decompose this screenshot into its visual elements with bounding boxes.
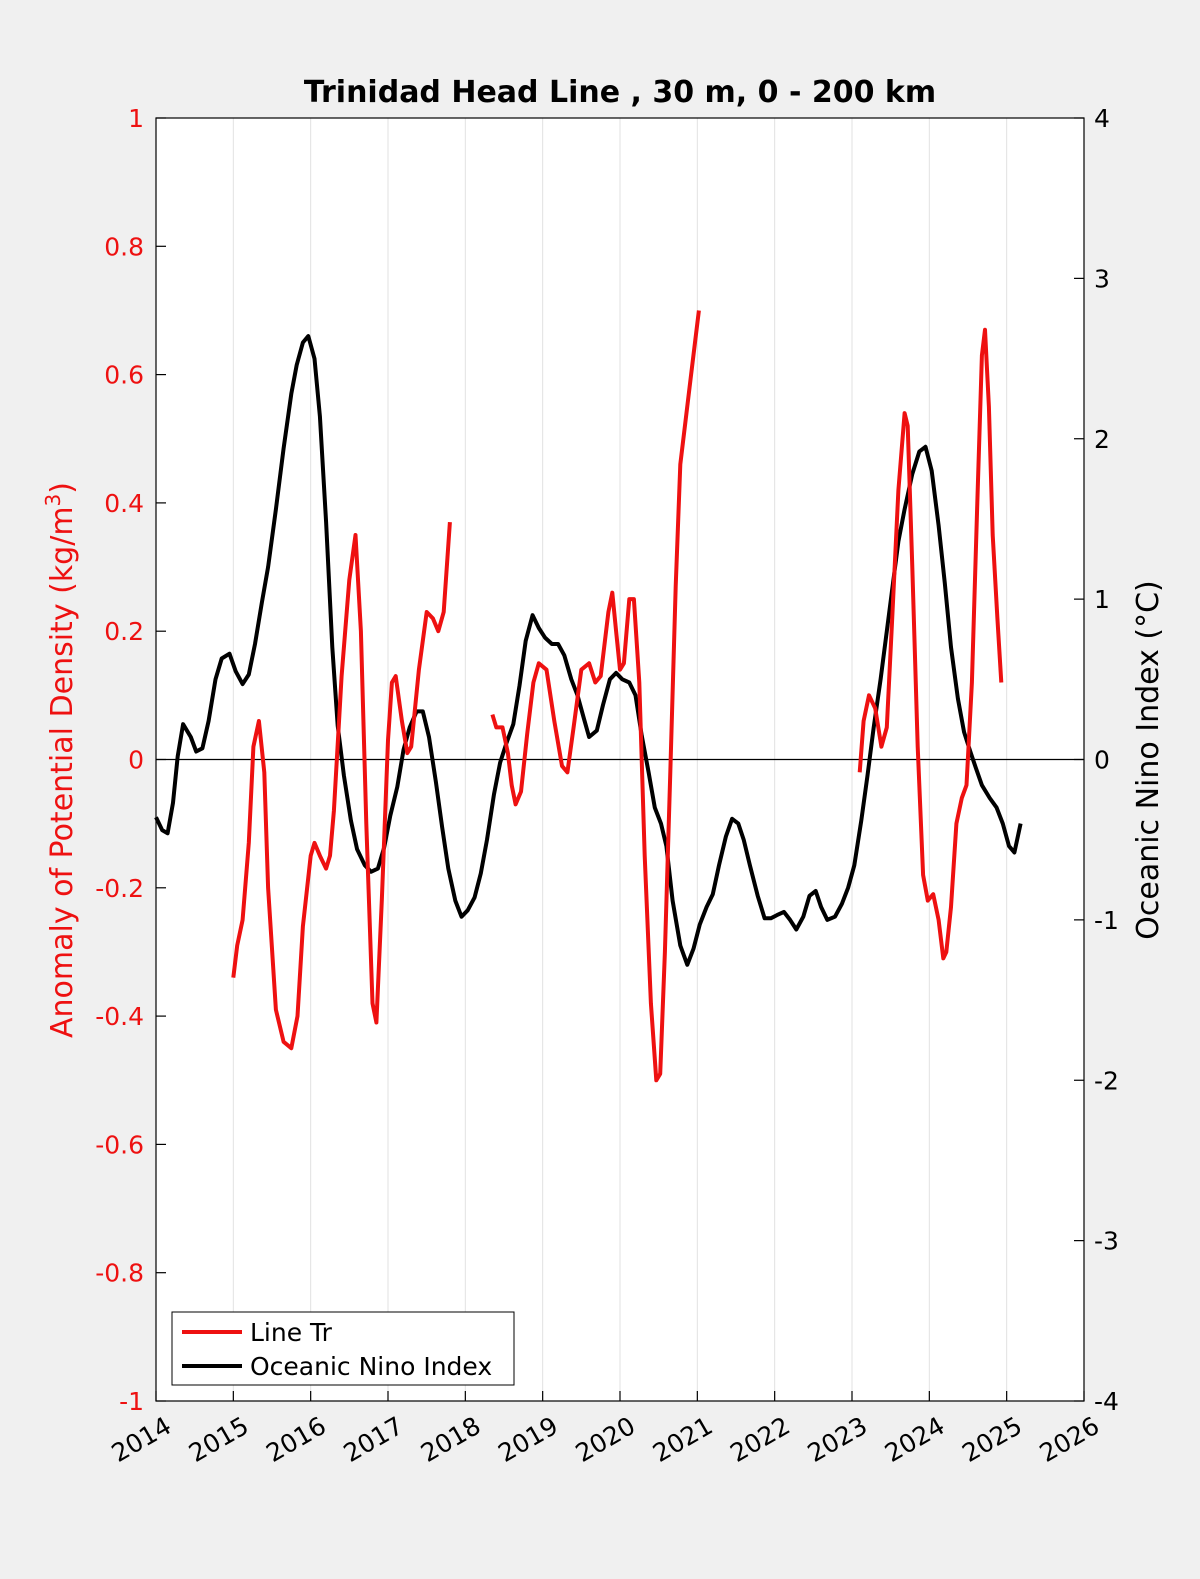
series-line-tr-segment: [857, 327, 1004, 961]
right-tick-label: 2: [1094, 425, 1110, 454]
x-tick-label: 2019: [493, 1411, 563, 1468]
left-tick-label: -0.2: [95, 874, 144, 903]
right-tick-label: 1: [1094, 585, 1110, 614]
legend-box: [171, 1311, 515, 1386]
left-tick-label: 0.2: [104, 617, 144, 646]
left-tick-label: 0.8: [104, 232, 144, 261]
legend: Line Tr Oceanic Nino Index: [171, 1311, 515, 1386]
right-tick-label: -2: [1094, 1066, 1119, 1095]
left-tick-label: -0.8: [95, 1259, 144, 1288]
x-tick-label: 2026: [1035, 1411, 1105, 1468]
legend-label-oni: Oceanic Nino Index: [250, 1352, 492, 1381]
x-tick-label: 2018: [416, 1411, 486, 1468]
x-tick-label: 2017: [339, 1411, 409, 1468]
right-tick-label: -3: [1094, 1227, 1119, 1256]
right-tick-label: 4: [1094, 104, 1110, 133]
x-tick-label: 2016: [261, 1411, 331, 1468]
legend-label-line-tr: Line Tr: [250, 1318, 333, 1347]
right-tick-label: 3: [1094, 264, 1110, 293]
right-tick-label: 0: [1094, 746, 1110, 775]
series-line-tr-segment: [231, 521, 452, 1051]
x-axis: 2014 2015 2016 2017 2018 2019 2020 2021 2022 2023…: [107, 1391, 1105, 1468]
x-tick-label: 2024: [880, 1411, 950, 1468]
left-tick-label: 1: [128, 104, 144, 133]
x-tick-label: 2022: [725, 1411, 795, 1468]
series-layer: [154, 310, 1023, 1083]
x-tick-label: 2023: [803, 1411, 873, 1468]
left-axis-label-sup: 3: [41, 494, 65, 507]
left-tick-label: -0.4: [95, 1002, 144, 1031]
left-axis-label-close: ): [45, 482, 80, 494]
x-tick-label: 2014: [107, 1411, 177, 1468]
left-tick-label: 0.6: [104, 361, 144, 390]
left-tick-label: 0: [128, 746, 144, 775]
left-tick-label: -0.6: [95, 1130, 144, 1159]
series-line-tr-segment: [490, 310, 701, 1083]
chart-title: Trinidad Head Line , 30 m, 0 - 200 km: [304, 75, 936, 110]
series-oni-line: [154, 334, 1023, 967]
x-tick-label: 2025: [957, 1411, 1027, 1468]
left-axis-label: Anomaly of Potential Density (kg/m3): [41, 482, 80, 1038]
right-tick-label: -4: [1094, 1387, 1119, 1416]
left-tick-label: 0.4: [104, 489, 144, 518]
right-tick-label: -1: [1094, 906, 1119, 935]
right-axis-label: Oceanic Nino Index (°C): [1131, 580, 1166, 940]
x-tick-label: 2021: [648, 1411, 718, 1468]
x-tick-label: 2020: [571, 1411, 641, 1468]
left-axis-label-main: Anomaly of Potential Density (kg/m: [45, 506, 80, 1038]
x-tick-label: 2015: [184, 1411, 254, 1468]
left-axis: 1 0.8 0.6 0.4 0.2 0 -0.2 -0.4 -0.6 -0.8 -1: [95, 104, 166, 1416]
right-axis: 4 3 2 1 0 -1 -2 -3 -4: [1074, 104, 1119, 1416]
left-tick-label: -1: [119, 1387, 144, 1416]
